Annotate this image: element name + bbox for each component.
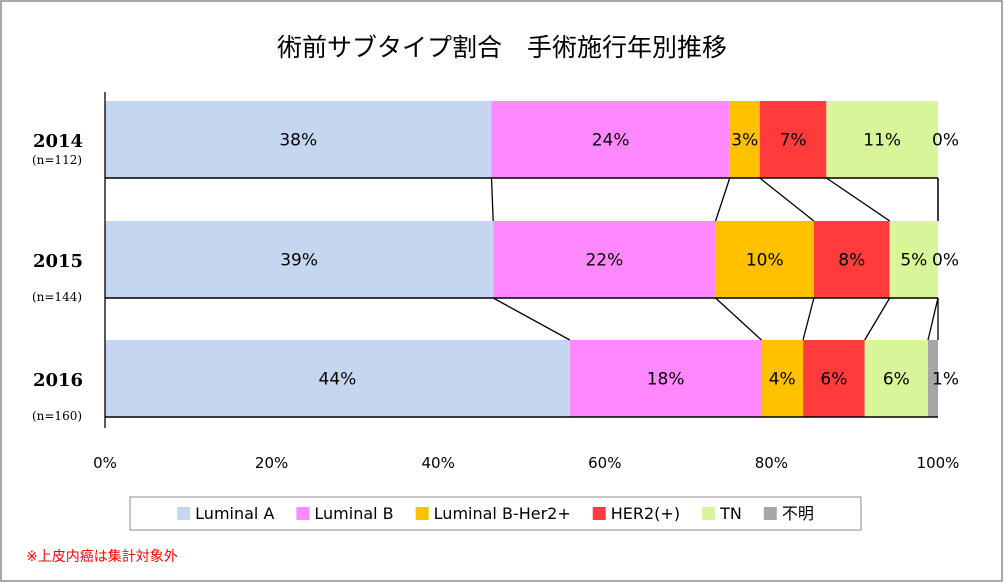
legend-label: Luminal B-Her2+	[434, 504, 571, 523]
legend-item: Luminal B-Her2+	[415, 504, 571, 523]
legend-item: HER2(+)	[592, 504, 680, 523]
bar-segment	[729, 101, 760, 178]
bar-segment	[864, 340, 929, 417]
footnote: ※上皮内癌は集計対象外	[26, 548, 178, 565]
data-label: 1%	[932, 370, 959, 390]
data-label: 8%	[838, 251, 865, 271]
x-tick-label: 0%	[93, 454, 117, 472]
legend-swatch	[296, 507, 310, 520]
data-label: 11%	[863, 131, 901, 151]
category-label: 2015	[33, 251, 83, 272]
data-label: 4%	[769, 370, 796, 390]
bar-segment	[493, 221, 716, 298]
category-count: (n=144)	[32, 290, 82, 304]
bar-segment	[715, 221, 814, 298]
bar-segment	[826, 101, 938, 178]
plot-area: 38% 24% 3% 7% 11% 0%2014(n=112)39% 22% 10% 8% 5% 0…	[32, 101, 959, 423]
legend-swatch	[592, 507, 606, 520]
bar-segment	[761, 340, 804, 417]
legend-item: Luminal B	[296, 504, 394, 523]
x-axis: 0% 20% 40% 60% 80% 100%	[93, 92, 959, 472]
legend-label: HER2(+)	[611, 504, 680, 523]
data-label: 38%	[279, 131, 317, 151]
data-label: 18%	[647, 370, 685, 390]
legend-item: TN	[702, 504, 742, 523]
bar-segment	[105, 101, 492, 178]
data-label: 5%	[900, 251, 927, 271]
data-label: 10%	[746, 251, 784, 271]
series-line	[927, 297, 939, 341]
bar-segment	[759, 101, 827, 178]
data-label: 6%	[883, 370, 910, 390]
x-tick-label: 60%	[588, 454, 621, 472]
legend-swatch	[763, 507, 777, 520]
x-tick-label: 40%	[422, 454, 455, 472]
legend-items: Luminal A Luminal B Luminal B-Her2+ HER2(+)…	[177, 504, 814, 523]
data-label: 6%	[820, 370, 847, 390]
series-line	[715, 297, 762, 341]
category-label: 2016	[33, 370, 83, 391]
data-label: 0%	[932, 251, 959, 271]
x-tick-label: 80%	[755, 454, 788, 472]
legend-swatch	[177, 507, 191, 520]
data-label: 7%	[780, 131, 807, 151]
bar-segment	[105, 221, 494, 298]
legend-item: 不明	[763, 504, 814, 523]
series-line	[759, 177, 815, 222]
x-tick-label: 100%	[917, 454, 960, 472]
series-line	[492, 297, 571, 341]
legend-label: Luminal B	[314, 504, 393, 523]
legend	[129, 496, 862, 531]
data-label: 24%	[592, 131, 630, 151]
legend-swatch	[702, 507, 716, 520]
legend-label: 不明	[782, 504, 814, 523]
series-line	[714, 177, 731, 222]
legend-label: Luminal A	[195, 504, 274, 523]
series-line	[490, 177, 494, 222]
bar-segment	[569, 340, 762, 417]
legend-item: Luminal A	[177, 504, 274, 523]
bar-segment	[889, 221, 938, 298]
category-label: 2014	[33, 131, 83, 152]
data-label: 0%	[932, 131, 959, 151]
bar-segment	[803, 340, 865, 417]
data-label: 44%	[319, 370, 357, 390]
bar-segment	[491, 101, 730, 178]
series-line	[826, 177, 891, 222]
legend-label: TN	[719, 504, 742, 523]
bar-segment	[813, 221, 890, 298]
data-label: 39%	[280, 251, 318, 271]
category-count: (n=160)	[32, 409, 82, 423]
series-line	[864, 297, 891, 341]
x-tick-label: 20%	[255, 454, 288, 472]
data-label: 22%	[585, 251, 623, 271]
bar-segment	[928, 340, 938, 417]
series-line	[802, 297, 815, 341]
data-label: 3%	[731, 131, 758, 151]
category-count: (n=112)	[32, 153, 82, 167]
legend-swatch	[415, 507, 429, 520]
bar-segment	[105, 340, 570, 417]
chart-title: 術前サブタイプ割合 手術施行年別推移	[277, 33, 727, 62]
